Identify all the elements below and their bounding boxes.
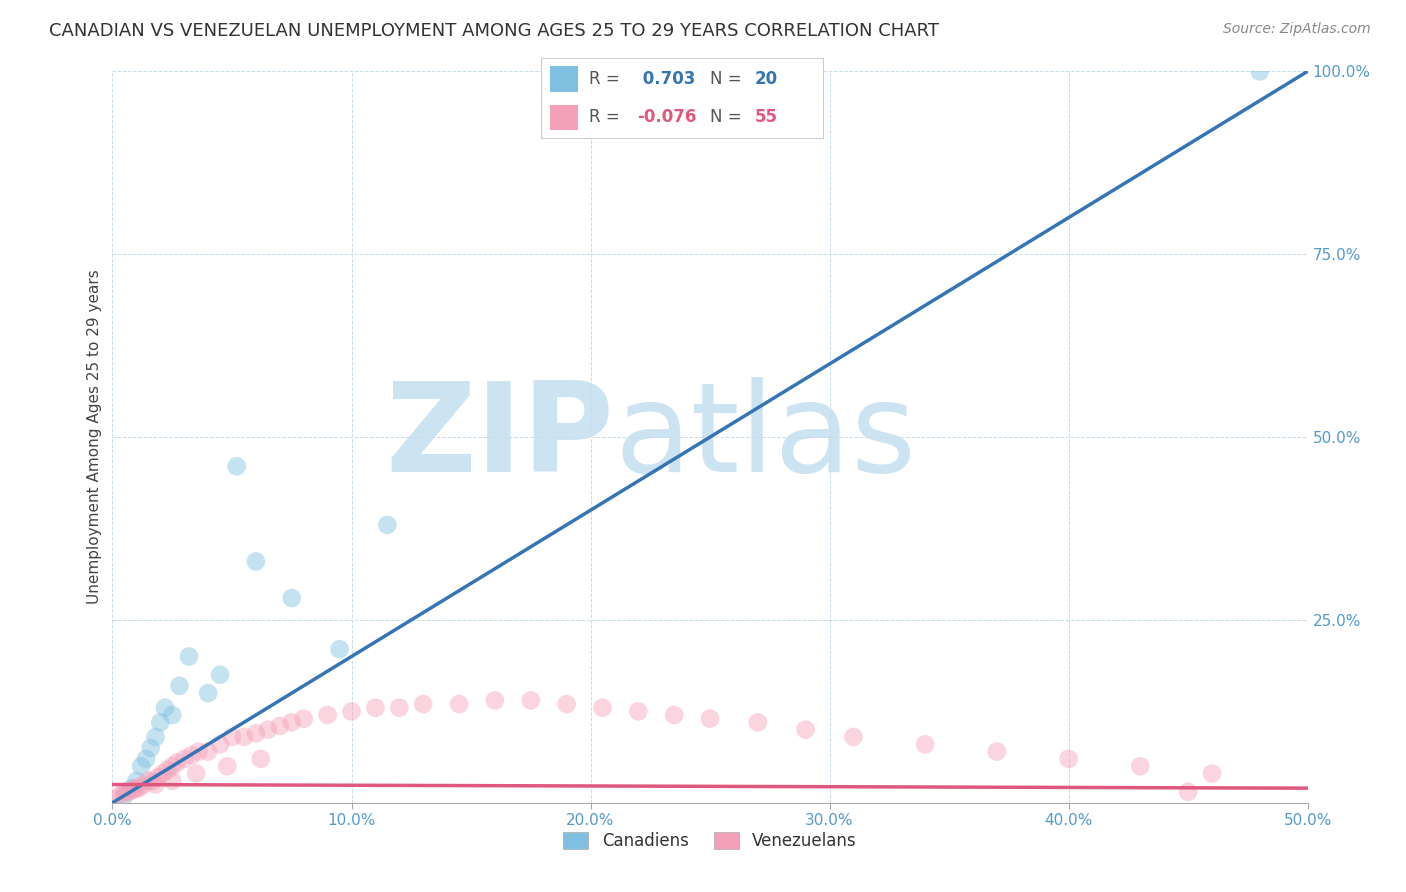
- Point: [166, 756, 188, 770]
- Point: [699, 712, 721, 726]
- Point: [125, 781, 148, 796]
- Point: [627, 705, 650, 719]
- Point: [388, 700, 411, 714]
- Point: [217, 759, 239, 773]
- Point: [145, 778, 167, 792]
- Point: [233, 730, 256, 744]
- Text: ZIP: ZIP: [385, 376, 614, 498]
- Point: [156, 763, 179, 777]
- Point: [118, 785, 141, 799]
- Point: [108, 789, 131, 803]
- Point: [146, 770, 169, 784]
- Bar: [550, 104, 578, 130]
- Text: N =: N =: [710, 109, 747, 127]
- Point: [114, 785, 135, 799]
- Point: [245, 726, 267, 740]
- Text: N =: N =: [710, 70, 747, 87]
- Point: [245, 554, 267, 568]
- Point: [555, 697, 578, 711]
- Point: [377, 517, 399, 532]
- Point: [364, 700, 387, 714]
- Point: [177, 649, 200, 664]
- Point: [186, 766, 208, 780]
- Text: 55: 55: [755, 109, 778, 127]
- Point: [122, 782, 145, 797]
- Point: [138, 773, 160, 788]
- Point: [592, 700, 614, 714]
- Text: 20: 20: [755, 70, 778, 87]
- Point: [412, 697, 434, 711]
- Point: [197, 686, 219, 700]
- Text: atlas: atlas: [614, 376, 917, 498]
- Point: [520, 693, 543, 707]
- Point: [145, 730, 167, 744]
- Point: [281, 715, 304, 730]
- Point: [281, 591, 304, 605]
- Point: [747, 715, 769, 730]
- Point: [173, 752, 195, 766]
- Point: [153, 700, 176, 714]
- Point: [664, 708, 686, 723]
- Point: [269, 719, 291, 733]
- Point: [162, 773, 183, 788]
- Point: [152, 766, 174, 780]
- Point: [129, 759, 152, 773]
- Point: [1129, 759, 1152, 773]
- Point: [1057, 752, 1080, 766]
- Point: [187, 745, 209, 759]
- Y-axis label: Unemployment Among Ages 25 to 29 years: Unemployment Among Ages 25 to 29 years: [87, 269, 103, 605]
- Point: [292, 712, 315, 726]
- Point: [1249, 64, 1271, 78]
- Point: [135, 752, 157, 766]
- Legend: Canadiens, Venezuelans: Canadiens, Venezuelans: [557, 825, 863, 856]
- Point: [221, 730, 243, 744]
- Text: 0.703: 0.703: [637, 70, 696, 87]
- Point: [316, 708, 339, 723]
- Text: R =: R =: [589, 109, 626, 127]
- Point: [142, 773, 165, 788]
- Point: [340, 705, 363, 719]
- Point: [121, 781, 143, 796]
- Point: [986, 745, 1008, 759]
- Point: [794, 723, 817, 737]
- Point: [132, 778, 155, 792]
- Text: CANADIAN VS VENEZUELAN UNEMPLOYMENT AMONG AGES 25 TO 29 YEARS CORRELATION CHART: CANADIAN VS VENEZUELAN UNEMPLOYMENT AMON…: [49, 22, 939, 40]
- Point: [114, 789, 135, 803]
- Bar: [550, 66, 578, 92]
- Point: [149, 715, 172, 730]
- Text: -0.076: -0.076: [637, 109, 696, 127]
- Point: [209, 667, 232, 681]
- Point: [447, 697, 470, 711]
- Point: [1177, 785, 1199, 799]
- Point: [169, 679, 191, 693]
- Text: Source: ZipAtlas.com: Source: ZipAtlas.com: [1223, 22, 1371, 37]
- Point: [329, 642, 352, 657]
- Point: [842, 730, 865, 744]
- Point: [257, 723, 280, 737]
- Point: [180, 748, 202, 763]
- Point: [197, 745, 219, 759]
- Point: [139, 740, 162, 755]
- Point: [162, 759, 183, 773]
- Point: [125, 773, 148, 788]
- Point: [162, 708, 183, 723]
- Point: [914, 737, 936, 751]
- Point: [128, 781, 150, 796]
- Point: [1201, 766, 1223, 780]
- Point: [225, 459, 247, 474]
- Point: [249, 752, 271, 766]
- Point: [209, 737, 232, 751]
- Point: [484, 693, 506, 707]
- Text: R =: R =: [589, 70, 626, 87]
- Point: [101, 792, 124, 806]
- Point: [115, 785, 138, 799]
